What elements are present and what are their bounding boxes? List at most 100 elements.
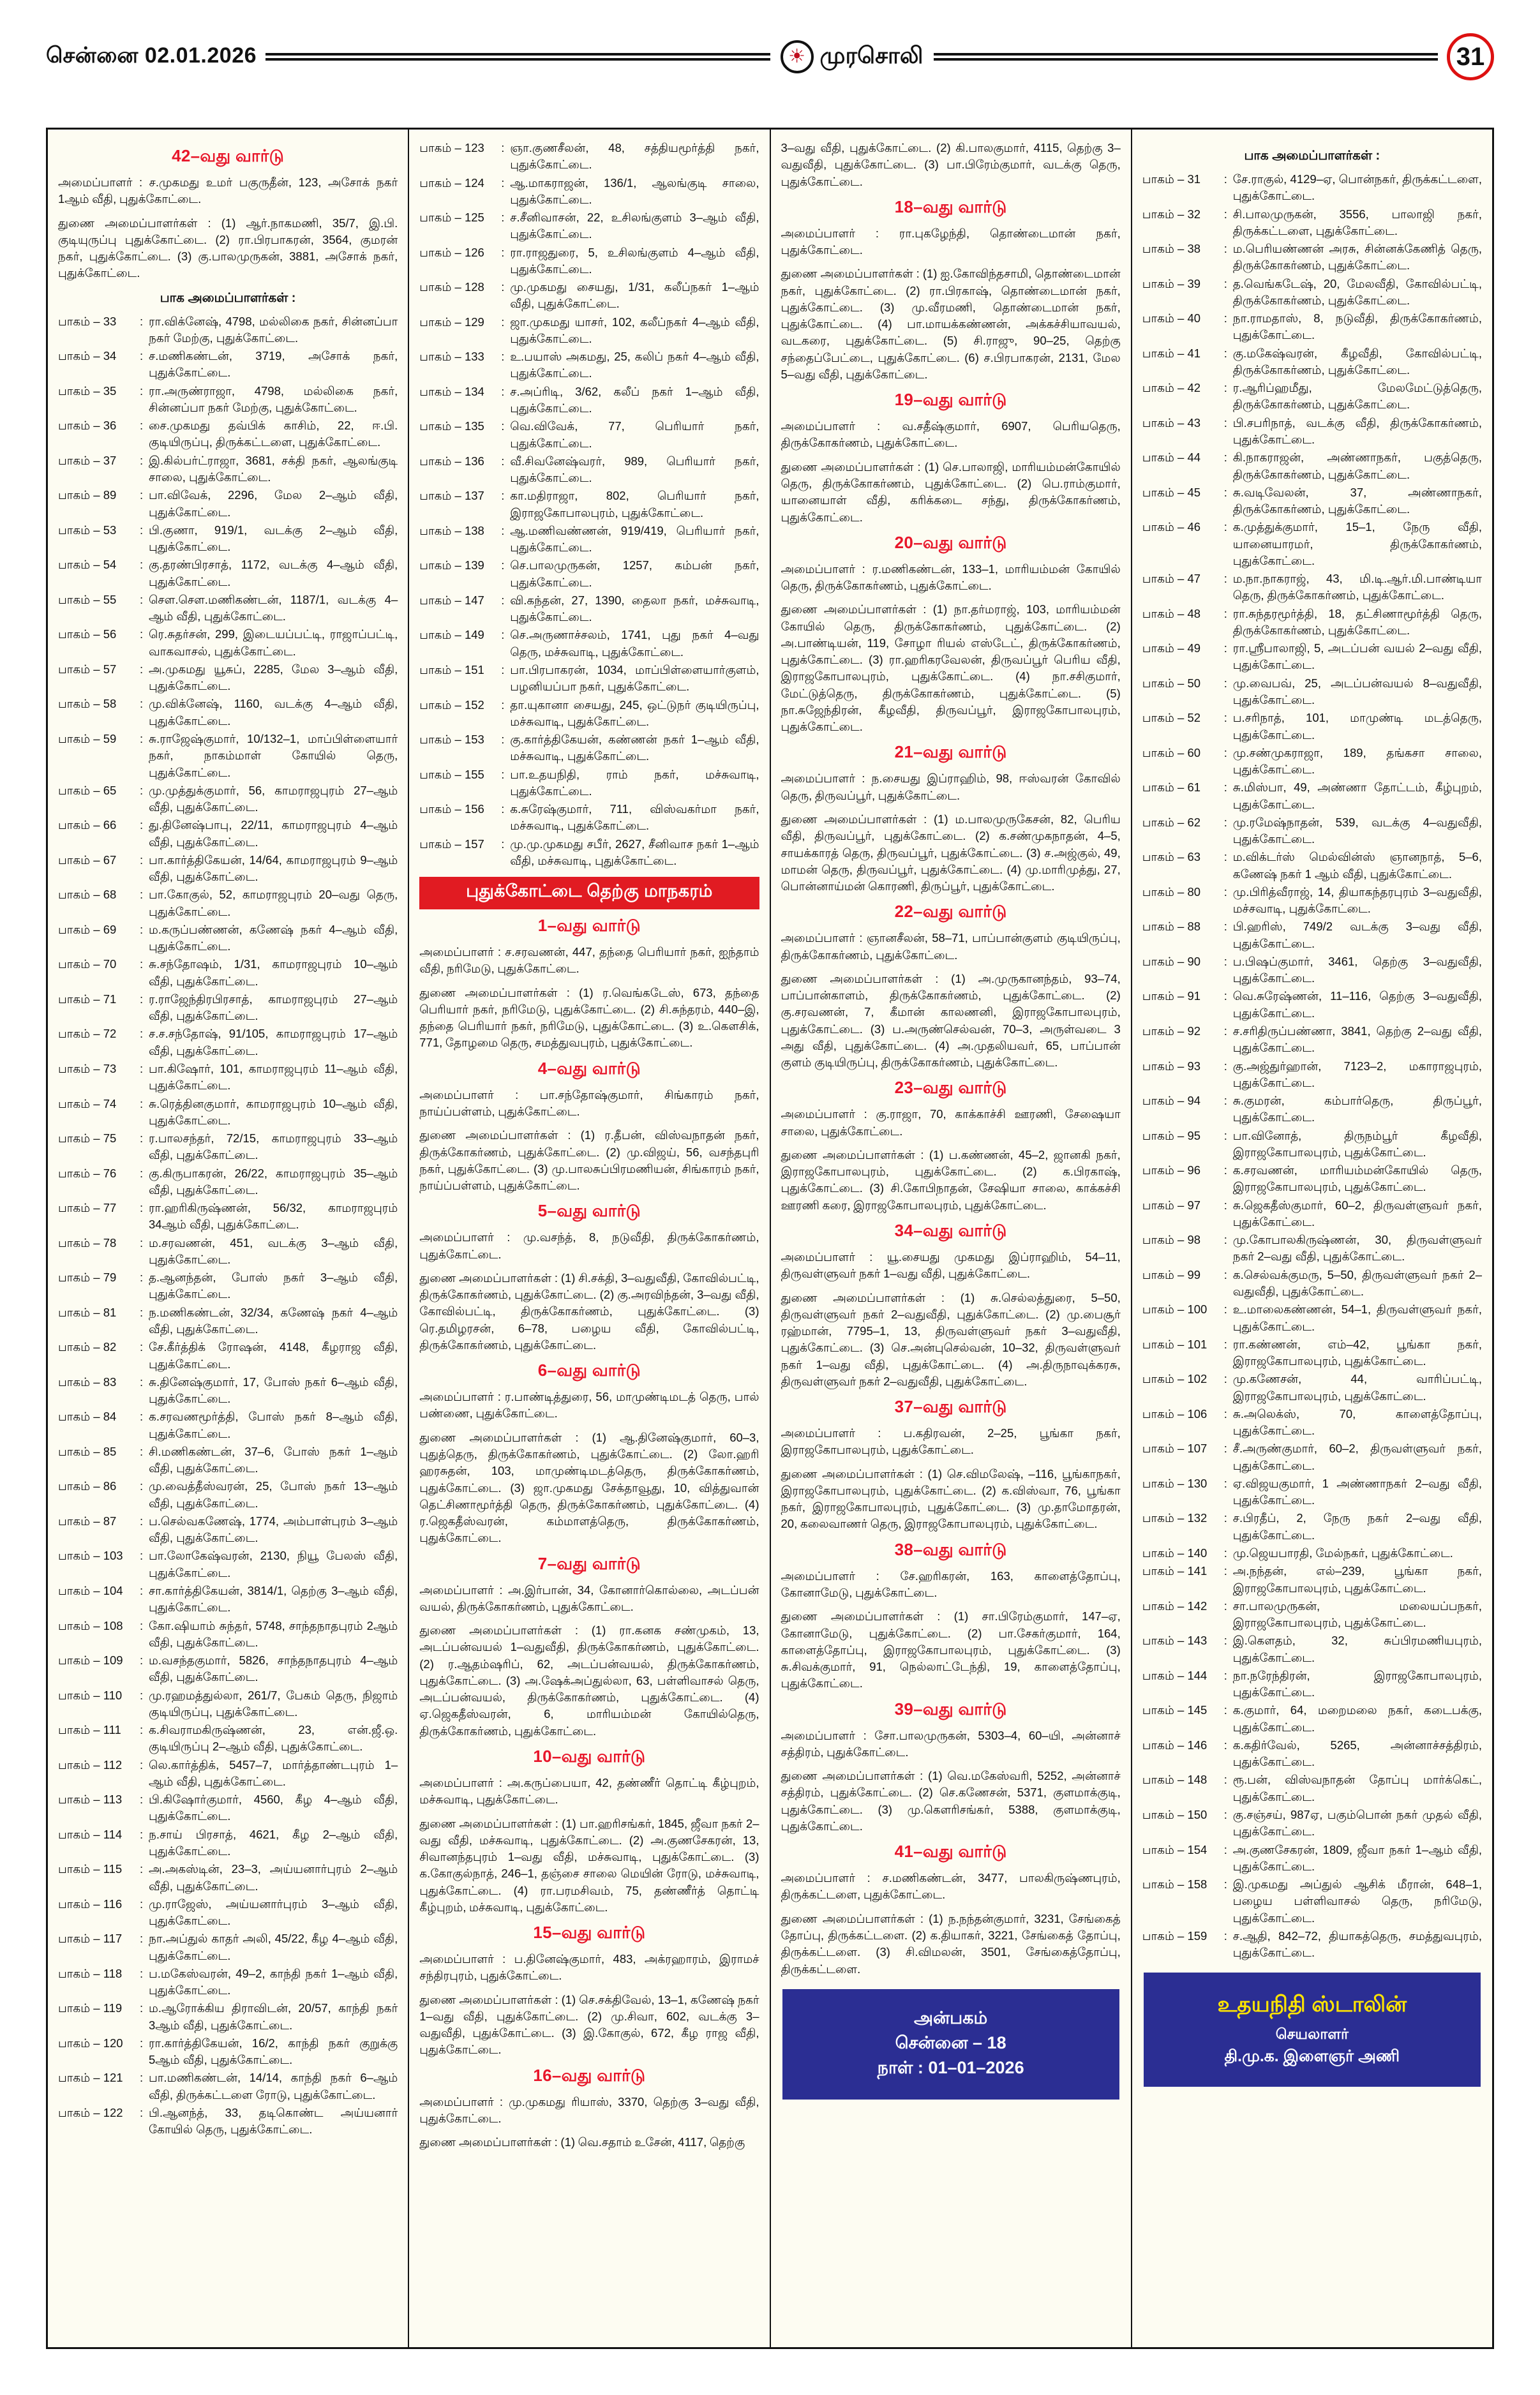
part-separator: : bbox=[1223, 884, 1227, 899]
part-organiser-row: பாகம் – 92: ச.சரிதிருப்பண்ணா, 3841, தெற்க… bbox=[1142, 1023, 1482, 1057]
part-separator: : bbox=[1223, 276, 1227, 290]
part-organiser-detail: ரா.ஸ்ரீபாலாஜி, 5, அடப்பன் வயல் 2–வது வீத… bbox=[1232, 641, 1482, 672]
part-separator: : bbox=[1223, 572, 1227, 586]
part-organiser-row: பாகம் – 73: பா.கிஷோர், 101, காமராஜபுரம் 1… bbox=[58, 1061, 398, 1094]
ward-organiser: அமைப்பாளர் : ரா.புகழேந்தி, தொண்டைமான் நக… bbox=[781, 226, 1121, 257]
part-number: பாகம் – 109 bbox=[58, 1653, 123, 1668]
part-organiser-row: பாகம் – 126: ரா.ராஜதுரை, 5, உசிலங்குளம் 4… bbox=[419, 244, 759, 278]
part-organiser-row: பாகம் – 80: மு.பிரித்வீராஜ், 14, தியாகந்த… bbox=[1142, 884, 1482, 918]
part-organiser-detail: மு.ஜெயபாரதி, மேல்நகர், புதுக்கோட்டை. bbox=[1232, 1546, 1453, 1560]
part-organiser-detail: க.சரவணன், மாரியம்மன்கோயில் தெரு, இராஜகோப… bbox=[1232, 1163, 1482, 1194]
part-separator: : bbox=[501, 837, 505, 851]
masthead: சென்னை 02.01.2026 ☀ முரசொலி 31 bbox=[46, 19, 1494, 94]
ward-deputy-organisers: துணை அமைப்பாளர்கள் : (1) வெ.சதாம் உசேன்,… bbox=[419, 2135, 745, 2149]
ward-list: 18–வது வார்டு அமைப்பாளர் : ரா.புகழேந்தி, … bbox=[781, 197, 1121, 1978]
part-separator: : bbox=[1223, 1807, 1227, 1821]
ward-deputy-organisers: துணை அமைப்பாளர்கள் : (1) ந.நந்தன்குமார்,… bbox=[781, 1911, 1121, 1976]
ward-deputy-organisers: துணை அமைப்பாளர்கள் : (1) செ.சக்திவேல், 1… bbox=[419, 1992, 759, 2057]
part-separator: : bbox=[1223, 1406, 1227, 1421]
part-number: பாகம் – 67 bbox=[58, 853, 117, 867]
part-number: பாகம் – 42 bbox=[1142, 381, 1201, 395]
part-organiser-detail: பா.மணிகண்டன், 14/14, காந்தி நகர் 6–ஆம் வ… bbox=[149, 2071, 398, 2101]
part-organiser-row: பாகம் – 135: வெ.விவேக், 77, பெரியார் நகர்… bbox=[419, 418, 759, 452]
ward-title: 18–வது வார்டு bbox=[894, 197, 1007, 216]
part-organiser-detail: மு.வைபவ், 25, அடப்பன்வயல் 8–வதுவீதி, புத… bbox=[1232, 676, 1482, 706]
ward-deputy-organisers: துணை அமைப்பாளர்கள் : (1) ஐ.கோவிந்தசாமி, … bbox=[781, 267, 1121, 381]
ward-deputy-organisers: துணை அமைப்பாளர்கள் : (1) வெ.மகேஸ்வரி, 52… bbox=[781, 1769, 1121, 1833]
part-number: பாகம் – 70 bbox=[58, 957, 117, 971]
part-separator: : bbox=[1223, 1842, 1227, 1856]
part-number: பாகம் – 112 bbox=[58, 1757, 123, 1772]
part-organiser-detail: து.தினேஷ்பாபு, 22/11, காமராஜபுரம் 4–ஆம் … bbox=[149, 818, 398, 849]
part-organiser-row: பாகம் – 106: சு.அலெக்ஸ், 70, காளைத்தோப்பு… bbox=[1142, 1406, 1482, 1440]
part-organiser-detail: ந.சாய் பிரசாத், 4621, கீழ 2–ஆம் வீதி, பு… bbox=[149, 1827, 398, 1858]
part-organiser-detail: மு.விக்னேஷ், 1160, வடக்கு 4–ஆம் வீதி, பு… bbox=[149, 697, 398, 727]
part-number: பாகம் – 57 bbox=[58, 662, 117, 676]
ward-organiser: அமைப்பாளர் : ப.கதிரவன், 2–25, பூங்கா நகர… bbox=[781, 1426, 1121, 1457]
part-organiser-row: பாகம் – 67: பா.கார்த்திகேயன், 14/64, காமர… bbox=[58, 852, 398, 886]
part-separator: : bbox=[1223, 641, 1227, 655]
part-organiser-row: பாகம் – 55: சௌ.சௌ.மணிகண்டன், 1187/1, வடக்… bbox=[58, 592, 398, 625]
part-organiser-row: பாகம் – 75: ர.பாலசந்தர், 72/15, காமராஜபுர… bbox=[58, 1130, 398, 1164]
part-organiser-row: பாகம் – 155: பா.உதயநிதி, ராம் நகர், மச்சு… bbox=[419, 766, 759, 800]
part-separator: : bbox=[501, 315, 505, 329]
part-organiser-detail: ரெ.சுதர்சன், 299, இடையப்பட்டி, ராஜாப்பட்… bbox=[149, 627, 398, 658]
part-separator: : bbox=[1223, 606, 1227, 620]
ward-title: 22–வது வார்டு bbox=[894, 902, 1007, 921]
part-organiser-detail: ஆ.மணிவண்ணன், 919/419, பெரியார் நகர், புத… bbox=[510, 523, 759, 555]
part-organiser-detail: ப.மகேஸ்வரன், 49–2, காந்தி நகர் 1–ஆம் வீத… bbox=[149, 1966, 398, 1997]
part-separator: : bbox=[140, 783, 144, 797]
ward-organiser: அமைப்பாளர் : கு.ராஜா, 70, காக்காச்சி ஊரண… bbox=[781, 1107, 1121, 1138]
part-separator: : bbox=[1223, 451, 1227, 465]
ward-organiser: அமைப்பாளர் : ப.தினேஷ்குமார், 483, அக்ரஹா… bbox=[419, 1952, 759, 1983]
part-separator: : bbox=[140, 2036, 144, 2050]
part-number: பாகம் – 87 bbox=[58, 1514, 117, 1528]
part-organiser-row: பாகம் – 89: பா.விவேக், 2296, மேல 2–ஆம் வீ… bbox=[58, 487, 398, 521]
part-number: பாகம் – 71 bbox=[58, 992, 117, 1006]
part-organiser-row: பாகம் – 104: சா.கார்த்திகேயன், 3814/1, தெ… bbox=[58, 1583, 398, 1616]
part-separator: : bbox=[140, 1201, 144, 1215]
part-separator: : bbox=[1223, 381, 1227, 395]
part-organiser-row: பாகம் – 129: ஜா.முகமது யாசர், 102, கலீப்ந… bbox=[419, 314, 759, 348]
part-organiser-row: பாகம் – 38: ம.பெரியண்ணன் அரசு, சின்னக்கேண… bbox=[1142, 241, 1482, 274]
part-number: பாகம் – 59 bbox=[58, 731, 117, 745]
part-separator: : bbox=[140, 2071, 144, 2085]
part-number: பாகம் – 46 bbox=[1142, 520, 1201, 534]
part-number: பாகம் – 95 bbox=[1142, 1128, 1201, 1142]
part-organiser-detail: ம.விக்டர்ஸ் மெல்வின்ஸ் ஞானநாத், 5–6, கணே… bbox=[1232, 850, 1482, 881]
part-separator: : bbox=[140, 488, 144, 502]
ward-deputy-organisers: துணை அமைப்பாளர்கள் : (1) நா.தர்மராஜ், 10… bbox=[781, 602, 1121, 734]
ward-title: 19–வது வார்டு bbox=[894, 390, 1007, 410]
part-organiser-row: பாகம் – 50: மு.வைபவ், 25, அடப்பன்வயல் 8–வ… bbox=[1142, 675, 1482, 709]
part-number: பாகம் – 82 bbox=[58, 1340, 117, 1354]
part-separator: : bbox=[1223, 1703, 1227, 1717]
part-organiser-detail: ரா.அருண்ராஜா, 4798, மல்லிகை நகர், சின்னப… bbox=[149, 384, 398, 414]
part-number: பாகம் – 49 bbox=[1142, 641, 1201, 655]
part-separator: : bbox=[1223, 172, 1227, 186]
part-separator: : bbox=[140, 1340, 144, 1354]
part-organiser-detail: ர.ராஜேந்திரபிரசாத், காமராஜபுரம் 27–ஆம் வ… bbox=[149, 992, 398, 1023]
part-organiser-row: பாகம் – 40: நா.ராமதாஸ், 8, நடுவீதி, திருக… bbox=[1142, 310, 1482, 344]
part-separator: : bbox=[140, 1966, 144, 1980]
part-organiser-detail: வெ.சுரேஷ்ணன், 11–116, தெற்கு 3–வதுவீதி, … bbox=[1232, 989, 1482, 1020]
part-organiser-detail: செ.பாலமுருகன், 1257, கம்பன் நகர், புதுக்… bbox=[510, 558, 759, 589]
part-organiser-detail: க.சிவராமகிருஷ்ணன், 23, என்.ஜீ.ஒ. குடியிர… bbox=[149, 1723, 398, 1754]
part-separator: : bbox=[1223, 989, 1227, 1003]
part-number: பாகம் – 62 bbox=[1142, 815, 1201, 829]
part-number: பாகம் – 99 bbox=[1142, 1267, 1201, 1281]
part-number: பாகம் – 143 bbox=[1142, 1634, 1207, 1648]
part-separator: : bbox=[140, 1688, 144, 1702]
part-separator: : bbox=[140, 1305, 144, 1319]
part-organiser-detail: பா.லோகேஷ்வரன், 2130, நியூ பேலஸ் வீதி, பு… bbox=[149, 1549, 398, 1579]
part-organiser-row: பாகம் – 148: ரூ.பன், விஸ்வநாதன் தோப்பு மா… bbox=[1142, 1772, 1482, 1805]
ward-title: 21–வது வார்டு bbox=[894, 742, 1007, 762]
part-number: பாகம் – 78 bbox=[58, 1235, 117, 1250]
part-organiser-row: பாகம் – 152: தா.யுகானா சையது, 245, ஒட்டுந… bbox=[419, 697, 759, 731]
part-organiser-detail: இ.கௌதம், 32, சுப்பிரமணியபுரம், புதுக்கோட… bbox=[1232, 1634, 1482, 1664]
part-separator: : bbox=[140, 888, 144, 902]
ward-title: 34–வது வார்டு bbox=[894, 1221, 1007, 1241]
part-organiser-detail: மு.ரஹமத்துல்லா, 261/7, பேகம் தெரு, நிஜாம… bbox=[149, 1688, 398, 1719]
part-organiser-detail: ச.மணிகண்டன், 3719, அசோக் நகர், புதுக்கோட… bbox=[149, 349, 398, 380]
part-organiser-detail: ம.ஆரோக்கிய திராவிடன், 20/57, காந்தி நகர்… bbox=[149, 2001, 398, 2032]
ward-title: 39–வது வார்டு bbox=[894, 1699, 1007, 1719]
